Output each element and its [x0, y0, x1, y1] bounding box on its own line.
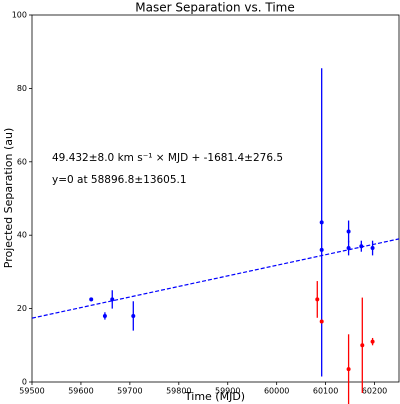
data-point: [346, 229, 351, 234]
data-point: [315, 297, 320, 302]
data-point: [319, 247, 324, 252]
data-point: [89, 297, 94, 302]
data-point: [102, 313, 107, 318]
y-tick-label: 0: [22, 378, 27, 387]
y-tick-label: 80: [17, 84, 27, 93]
data-point: [346, 367, 351, 372]
x-tick-label: 59800: [166, 387, 191, 396]
data-point: [319, 220, 324, 225]
data-point: [131, 313, 136, 318]
x-tick-label: 60000: [264, 387, 289, 396]
x-tick-label: 59700: [117, 387, 142, 396]
annotation: y=0 at 58896.8±13605.1: [52, 174, 187, 186]
data-point: [370, 246, 375, 251]
x-tick-label: 59900: [215, 387, 240, 396]
fit-line: [31, 238, 400, 319]
y-axis-label: Projected Separation (au): [2, 128, 15, 268]
data-point: [360, 343, 365, 348]
chart-title: Maser Separation vs. Time: [135, 1, 295, 15]
y-tick-label: 60: [17, 157, 27, 166]
data-point: [319, 319, 324, 324]
x-tick-label: 60200: [362, 387, 387, 396]
y-tick-label: 20: [17, 304, 27, 313]
y-tick-label: 100: [12, 11, 27, 20]
plot-frame: [31, 14, 400, 383]
x-axis-label: Time (MJD): [184, 390, 245, 403]
data-point: [370, 339, 375, 344]
annotation: 49.432±8.0 km s⁻¹ × MJD + -1681.4±276.5: [52, 152, 283, 164]
x-tick-label: 60100: [313, 387, 338, 396]
x-tick-label: 59600: [68, 387, 93, 396]
x-tick-label: 59500: [19, 387, 44, 396]
y-tick-label: 40: [17, 231, 27, 240]
